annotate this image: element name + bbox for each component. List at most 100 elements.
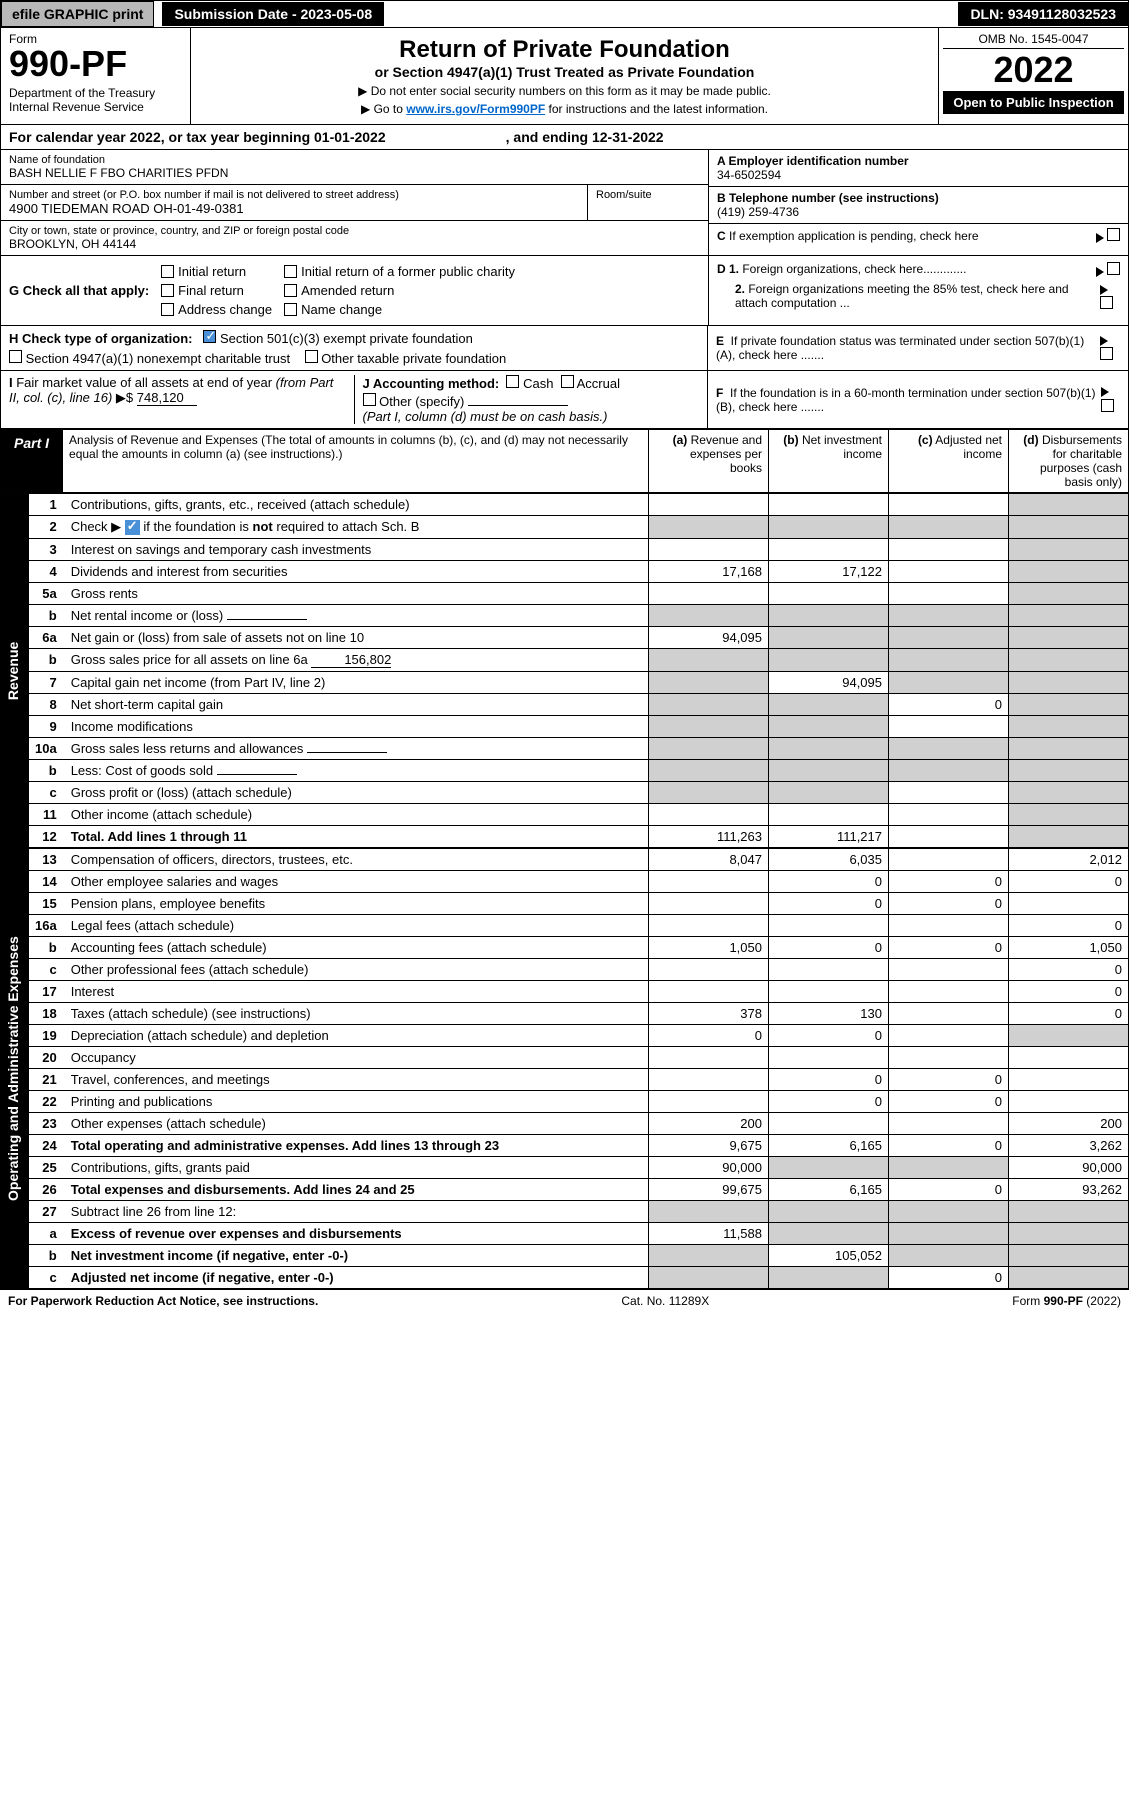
line-description: Interest on savings and temporary cash i…: [65, 539, 649, 561]
col-a-value: [649, 981, 769, 1003]
j-note: (Part I, column (d) must be on cash basi…: [363, 409, 700, 424]
cb-name-change[interactable]: [284, 303, 297, 316]
cb-other-accounting[interactable]: [363, 393, 376, 406]
col-b-value: [769, 494, 889, 516]
col-b-value: [769, 804, 889, 826]
cb-d1[interactable]: [1107, 262, 1120, 275]
part-1-label: Part I: [0, 429, 63, 493]
line-number: 10a: [29, 738, 65, 760]
g-label: G Check all that apply:: [9, 283, 149, 298]
col-a-value: [649, 871, 769, 893]
col-b-value: 105,052: [769, 1245, 889, 1267]
table-row: 12Total. Add lines 1 through 11111,26311…: [29, 826, 1129, 848]
table-row: 25Contributions, gifts, grants paid90,00…: [29, 1157, 1129, 1179]
form-title: Return of Private Foundation: [199, 36, 930, 64]
line-description: Taxes (attach schedule) (see instruction…: [65, 1003, 649, 1025]
col-b-value: [769, 694, 889, 716]
col-a-value: [649, 516, 769, 539]
col-a-value: 111,263: [649, 826, 769, 848]
col-b-value: [769, 915, 889, 937]
line-number: 25: [29, 1157, 65, 1179]
col-d-value: [1009, 1223, 1129, 1245]
expenses-label: Operating and Administrative Expenses: [0, 848, 28, 1289]
col-c-value: [889, 583, 1009, 605]
col-c-value: [889, 539, 1009, 561]
table-row: bLess: Cost of goods sold: [29, 760, 1129, 782]
col-a-value: [649, 1267, 769, 1289]
col-a-value: [649, 760, 769, 782]
cb-accrual[interactable]: [561, 375, 574, 388]
efile-button[interactable]: efile GRAPHIC print: [1, 1, 154, 27]
table-row: 13Compensation of officers, directors, t…: [29, 849, 1129, 871]
col-b-value: [769, 627, 889, 649]
irs-link[interactable]: www.irs.gov/Form990PF: [406, 102, 545, 116]
line-number: 21: [29, 1069, 65, 1091]
col-b-value: [769, 1201, 889, 1223]
table-row: 1Contributions, gifts, grants, etc., rec…: [29, 494, 1129, 516]
line-number: 3: [29, 539, 65, 561]
form-note-1: ▶ Do not enter social security numbers o…: [199, 84, 930, 98]
cb-other-taxable[interactable]: [305, 350, 318, 363]
cb-address-change[interactable]: [161, 303, 174, 316]
col-d-value: [1009, 1201, 1129, 1223]
line-number: 23: [29, 1113, 65, 1135]
tax-year: 2022: [943, 49, 1124, 91]
col-a-value: [649, 1201, 769, 1223]
cal-year-end: , and ending 12-31-2022: [506, 129, 664, 145]
footer-left: For Paperwork Reduction Act Notice, see …: [8, 1294, 318, 1308]
cb-e[interactable]: [1100, 347, 1113, 360]
city-label: City or town, state or province, country…: [9, 225, 700, 237]
col-d-value: 0: [1009, 959, 1129, 981]
table-row: 7Capital gain net income (from Part IV, …: [29, 672, 1129, 694]
col-b-value: 0: [769, 893, 889, 915]
room-label: Room/suite: [596, 189, 700, 201]
col-b-value: [769, 605, 889, 627]
c-checkbox[interactable]: [1107, 228, 1120, 241]
line-description: Total expenses and disbursements. Add li…: [65, 1179, 649, 1201]
footer-right: Form 990-PF (2022): [1012, 1294, 1121, 1308]
table-row: 14Other employee salaries and wages000: [29, 871, 1129, 893]
cb-4947[interactable]: [9, 350, 22, 363]
cb-f[interactable]: [1101, 399, 1114, 412]
col-d-value: [1009, 539, 1129, 561]
table-row: cGross profit or (loss) (attach schedule…: [29, 782, 1129, 804]
line-description: Other employee salaries and wages: [65, 871, 649, 893]
line-description: Contributions, gifts, grants paid: [65, 1157, 649, 1179]
col-c-value: [889, 738, 1009, 760]
col-c-value: [889, 516, 1009, 539]
table-row: 5aGross rents: [29, 583, 1129, 605]
col-c-value: [889, 1113, 1009, 1135]
cb-initial-former[interactable]: [284, 265, 297, 278]
line-number: 24: [29, 1135, 65, 1157]
table-row: 21Travel, conferences, and meetings00: [29, 1069, 1129, 1091]
line-number: b: [29, 649, 65, 672]
line-description: Income modifications: [65, 716, 649, 738]
col-a-value: [649, 804, 769, 826]
col-c-value: [889, 1047, 1009, 1069]
col-d-value: [1009, 516, 1129, 539]
col-a-value: 99,675: [649, 1179, 769, 1201]
col-b-value: [769, 583, 889, 605]
line-number: c: [29, 782, 65, 804]
table-row: 10aGross sales less returns and allowanc…: [29, 738, 1129, 760]
table-row: bAccounting fees (attach schedule)1,0500…: [29, 937, 1129, 959]
cb-d2[interactable]: [1100, 296, 1113, 309]
c-label: C If exemption application is pending, c…: [717, 229, 979, 243]
cb-cash[interactable]: [506, 375, 519, 388]
table-row: 3Interest on savings and temporary cash …: [29, 539, 1129, 561]
line-number: 1: [29, 494, 65, 516]
col-c-value: [889, 959, 1009, 981]
line-description: Subtract line 26 from line 12:: [65, 1201, 649, 1223]
cb-501c3[interactable]: [203, 330, 216, 343]
form-number: 990-PF: [9, 46, 182, 82]
col-d-value: [1009, 1267, 1129, 1289]
cb-final-return[interactable]: [161, 284, 174, 297]
col-a-value: 200: [649, 1113, 769, 1135]
col-d-value: [1009, 494, 1129, 516]
cb-amended-return[interactable]: [284, 284, 297, 297]
table-row: 23Other expenses (attach schedule)200200: [29, 1113, 1129, 1135]
col-b-value: [769, 981, 889, 1003]
col-a-value: 8,047: [649, 849, 769, 871]
cb-initial-return[interactable]: [161, 265, 174, 278]
line-number: 2: [29, 516, 65, 539]
